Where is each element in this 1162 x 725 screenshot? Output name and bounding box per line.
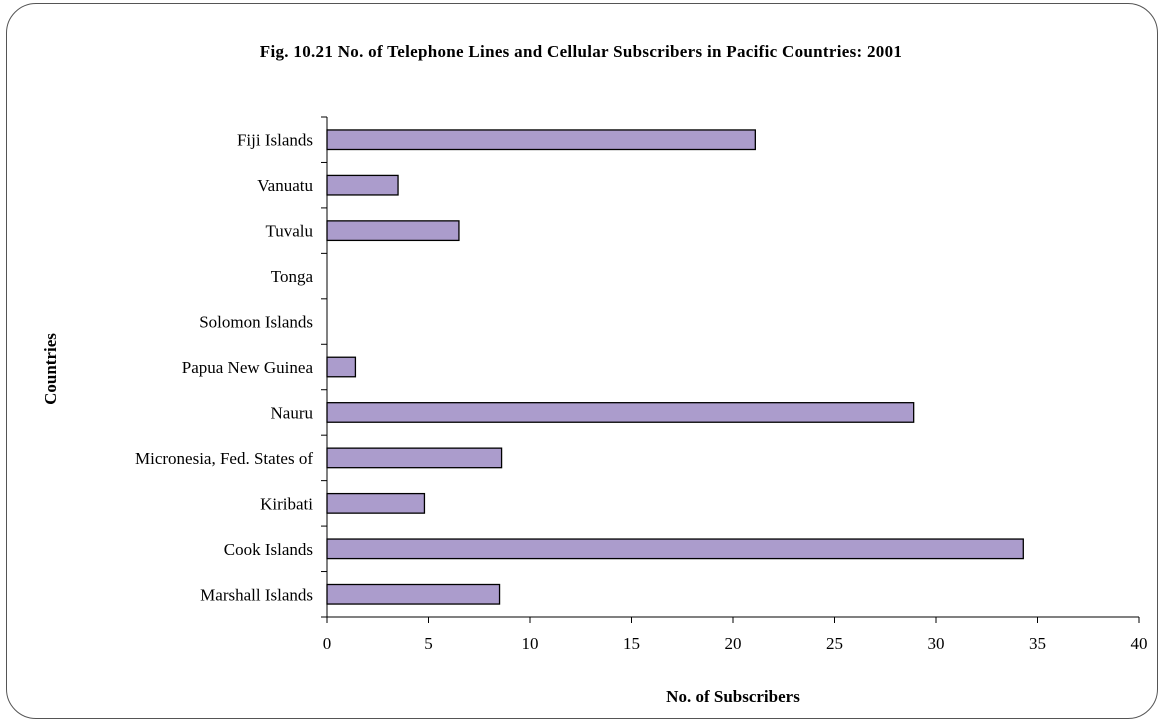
x-tick-label: 25 [826,634,843,653]
axes-group [321,116,1140,623]
bar [326,583,501,605]
category-label: Nauru [271,403,314,422]
category-label: Cook Islands [224,540,313,559]
x-axis-title: No. of Subscribers [666,687,800,706]
bars-group [326,129,1024,605]
category-label: Fiji Islands [237,131,313,150]
x-tick-label: 0 [323,634,332,653]
chart-title: Fig. 10.21 No. of Telephone Lines and Ce… [259,42,903,61]
labels-group: Fiji Islands Vanuatu Tuvalu Tonga Solomon Is… [135,131,1148,653]
bar [326,356,357,378]
y-axis-title: Countries [41,333,60,405]
bar [326,492,426,514]
x-tick-label: 40 [1131,634,1148,653]
category-label: Papua New Guinea [182,358,314,377]
bar [326,174,399,196]
x-tick-label: 30 [928,634,945,653]
category-label: Vanuatu [257,176,313,195]
chart-frame [6,3,1158,719]
bar [326,402,915,423]
x-tick-label: 35 [1029,634,1046,653]
x-tick-label: 10 [522,634,539,653]
bar [326,538,1024,560]
x-tick-label: 20 [725,634,742,653]
bar [326,220,460,242]
x-tick-label: 5 [424,634,433,653]
category-label: Tonga [271,267,314,286]
bar [326,129,756,151]
category-label: Kiribati [260,494,313,513]
bar [326,447,503,469]
category-label: Marshall Islands [200,585,313,604]
x-tick-label: 15 [623,634,640,653]
category-label: Solomon Islands [199,313,313,332]
category-label: Micronesia, Fed. States of [135,449,313,468]
category-label: Tuvalu [265,222,313,241]
